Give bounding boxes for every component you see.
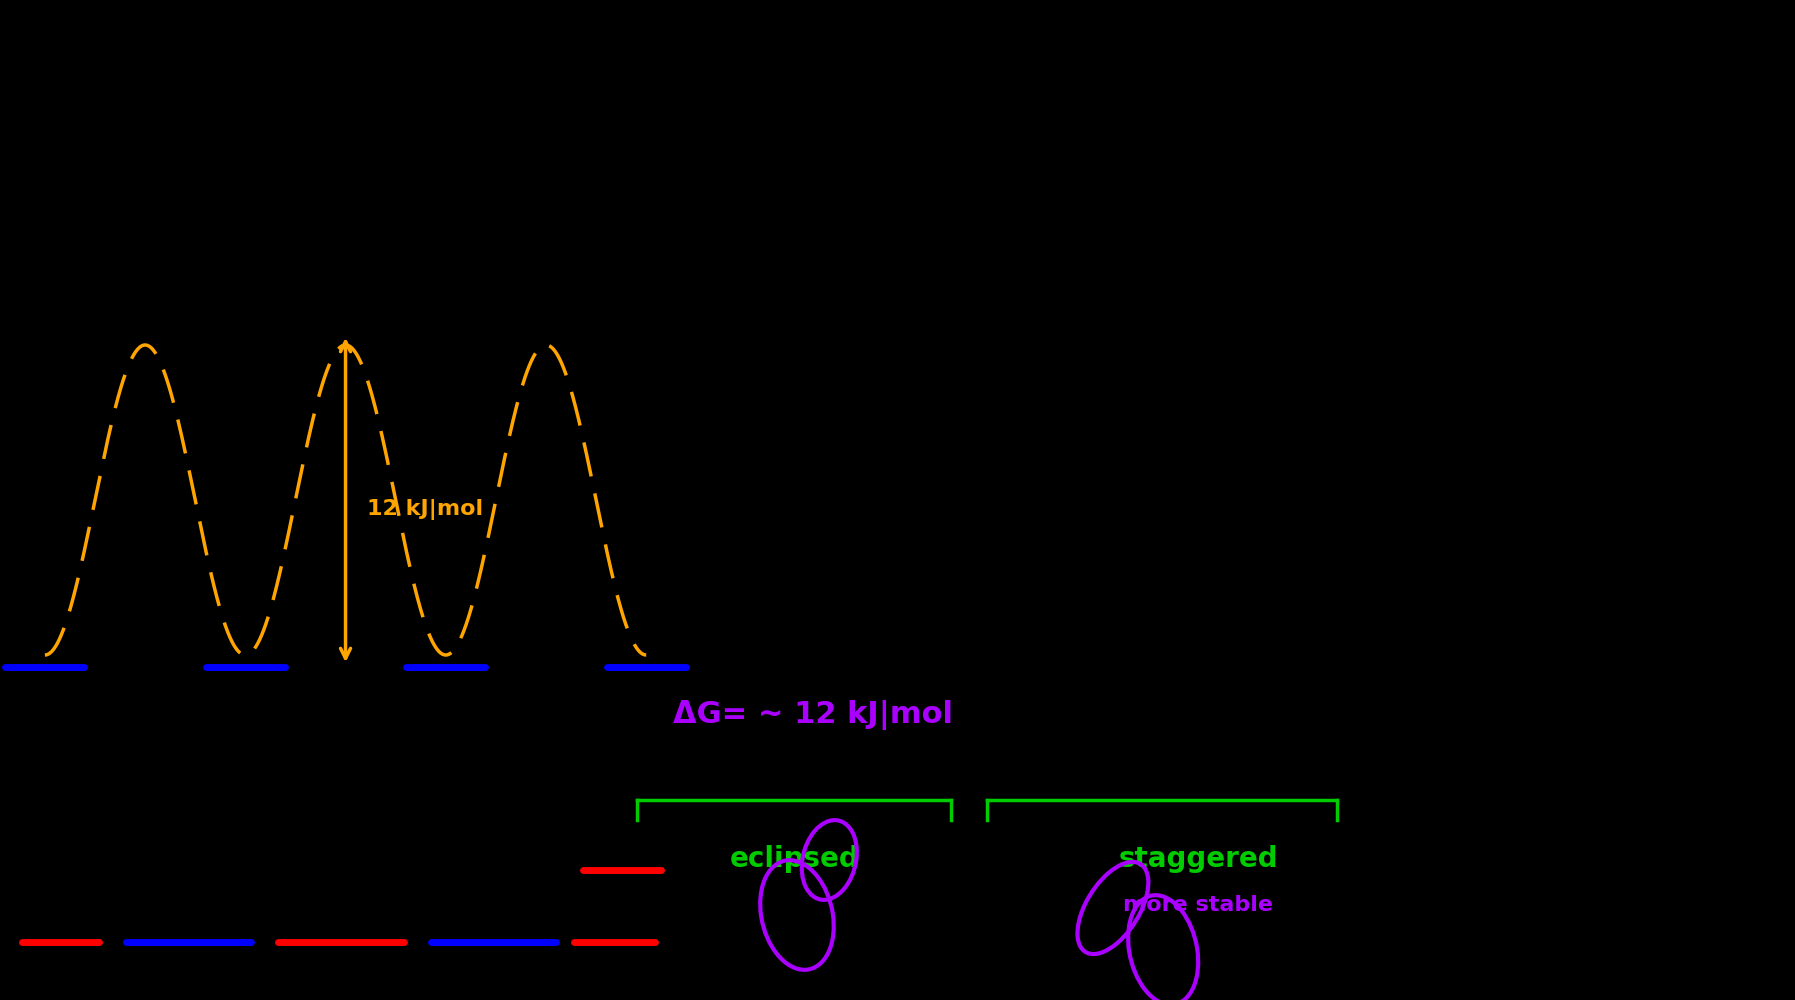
Text: eclipsed: eclipsed xyxy=(729,845,860,873)
Text: 12 kJ|mol: 12 kJ|mol xyxy=(366,499,483,520)
Text: ΔG= ~ 12 kJ|mol: ΔG= ~ 12 kJ|mol xyxy=(673,700,953,730)
Text: staggered: staggered xyxy=(1118,845,1278,873)
Text: more stable: more stable xyxy=(1124,895,1273,915)
